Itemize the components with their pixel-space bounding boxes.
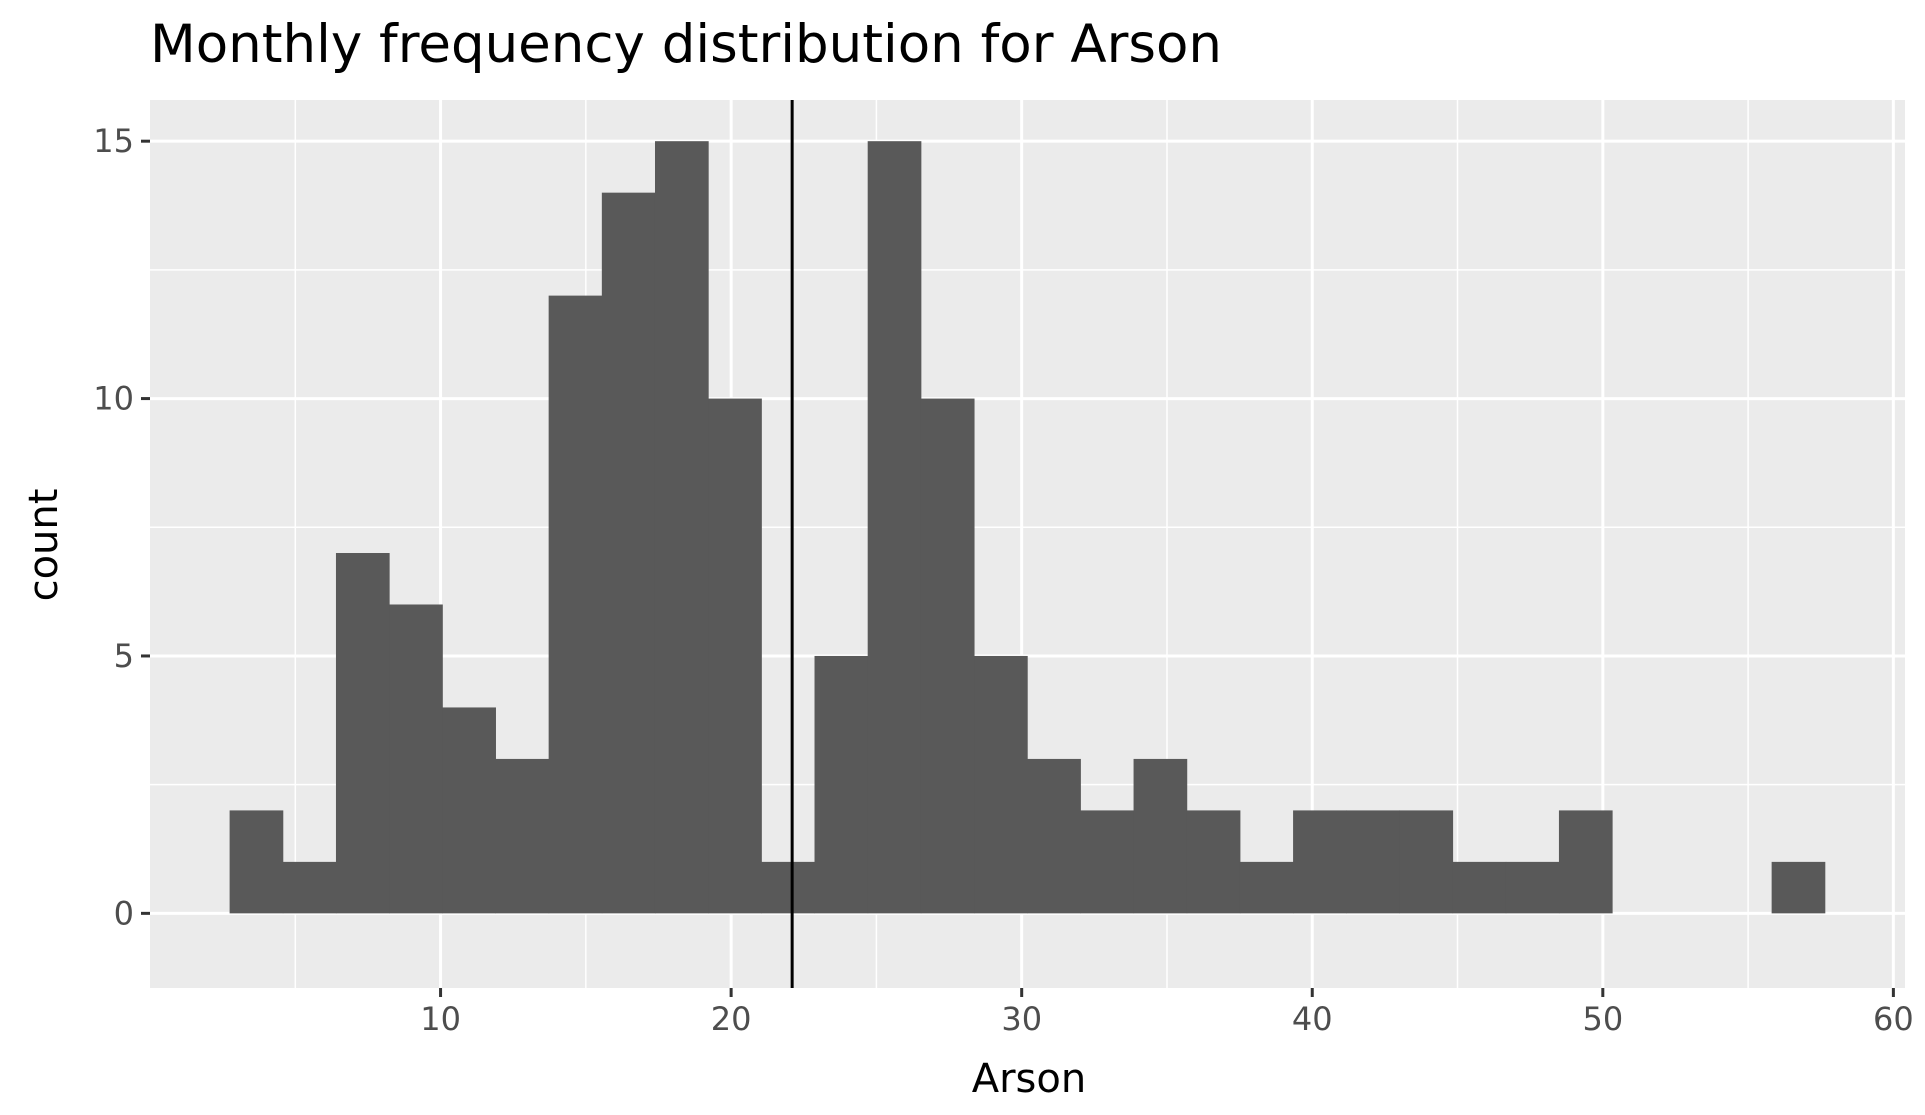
histogram-bar — [1505, 861, 1560, 914]
histogram-bar — [389, 604, 443, 914]
x-tick-label: 20 — [711, 1000, 752, 1038]
y-axis: 0 5 10 15 — [93, 122, 150, 932]
histogram-bar — [654, 141, 709, 914]
histogram-bar — [1027, 758, 1081, 914]
chart-title: Monthly frequency distribution for Arson — [150, 14, 1222, 75]
x-tick-label: 50 — [1582, 1000, 1623, 1038]
histogram-bar — [548, 295, 603, 914]
histogram-bar — [1452, 861, 1507, 914]
histogram-bar — [601, 192, 656, 914]
histogram-bar — [495, 758, 550, 914]
histogram-bar — [920, 398, 975, 914]
histogram-bar — [1558, 810, 1613, 914]
histogram-bar — [1771, 861, 1826, 914]
histogram-bar — [1080, 810, 1135, 914]
histogram-bar — [1399, 810, 1454, 914]
histogram-bar — [1133, 758, 1188, 914]
histogram-bar — [1293, 810, 1347, 914]
histogram-bar — [814, 655, 869, 914]
x-tick-label: 30 — [1001, 1000, 1042, 1038]
histogram-bar — [1186, 810, 1241, 914]
histogram-bar — [282, 861, 337, 914]
histogram-bar — [867, 141, 922, 914]
x-tick-label: 10 — [420, 1000, 461, 1038]
x-tick-label: 40 — [1292, 1000, 1333, 1038]
y-tick-label: 5 — [114, 637, 134, 675]
x-axis: 10 20 30 40 50 60 — [420, 988, 1914, 1038]
histogram-bar — [229, 810, 284, 914]
histogram-bar — [335, 553, 390, 914]
y-tick-label: 10 — [93, 380, 134, 418]
x-axis-title: Arson — [972, 1056, 1086, 1102]
y-tick-label: 15 — [93, 122, 134, 160]
y-axis-title: count — [21, 489, 67, 602]
histogram-bar — [442, 707, 496, 914]
histogram-bar — [761, 861, 816, 914]
histogram-bar — [708, 398, 762, 914]
histogram-bar — [1346, 810, 1400, 914]
histogram-bar — [974, 655, 1028, 914]
x-tick-label: 60 — [1873, 1000, 1914, 1038]
histogram-bars — [229, 141, 1826, 914]
y-tick-label: 0 — [114, 894, 134, 932]
histogram-bar — [1239, 861, 1294, 914]
